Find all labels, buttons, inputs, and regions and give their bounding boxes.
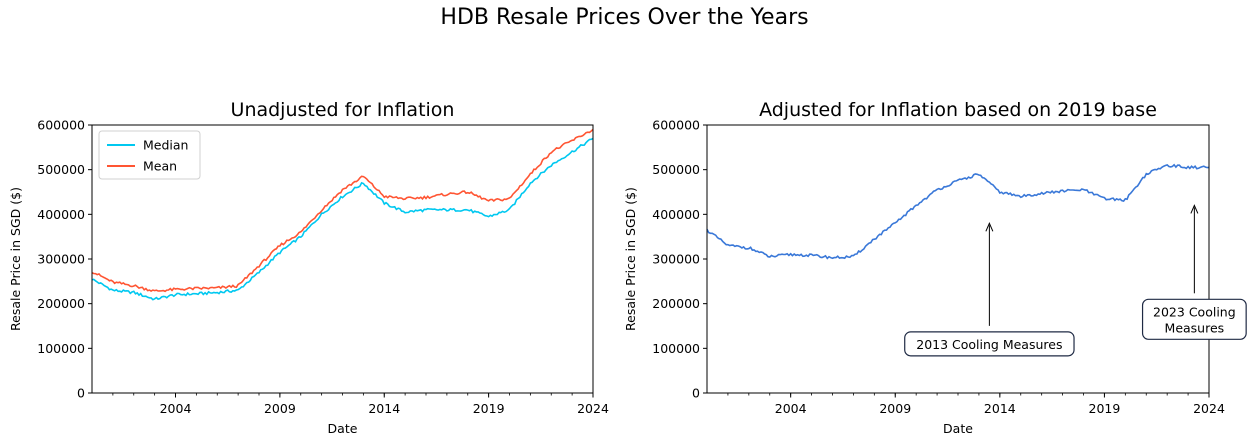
- x-tick-label: 2014: [368, 401, 400, 416]
- y-tick-label: 200000: [652, 296, 700, 311]
- series-line-1: [706, 163, 1210, 260]
- subplot-title: Adjusted for Inflation based on 2019 bas…: [759, 99, 1157, 121]
- y-tick-label: 0: [77, 386, 85, 401]
- annotation-box: [904, 331, 1075, 357]
- y-tick-label: 600000: [37, 118, 85, 133]
- legend-label: Median: [143, 138, 188, 153]
- annotation-text: 2023 Cooling: [1153, 304, 1236, 319]
- series-line-mean: [91, 128, 594, 293]
- chart-unadjusted: Unadjusted for Inflation 0 100000 200000 300…: [8, 99, 609, 436]
- annotation-text: Measures: [1165, 320, 1225, 335]
- y-tick-label: 100000: [37, 341, 85, 356]
- y-tick-label: 100000: [652, 341, 700, 356]
- y-tick-label: 0: [692, 386, 700, 401]
- x-tick-label: 2024: [577, 401, 609, 416]
- x-tick-label: 2019: [1089, 401, 1121, 416]
- y-tick-label: 400000: [37, 207, 85, 222]
- legend: Median Mean: [98, 130, 201, 180]
- series-line-median: [91, 137, 594, 301]
- legend-label: Mean: [143, 159, 177, 174]
- x-tick-label: 2004: [775, 401, 807, 416]
- x-axis-label: Date: [943, 421, 973, 436]
- y-tick-label: 200000: [37, 296, 85, 311]
- annotation-text: 2013 Cooling Measures: [916, 337, 1062, 352]
- annotation-1: 2013 Cooling Measures: [904, 222, 1075, 357]
- y-axis-label: Resale Price in SGD ($): [8, 187, 23, 331]
- x-tick-label: 2009: [264, 401, 296, 416]
- y-tick-label: 300000: [652, 252, 700, 267]
- x-tick-label: 2014: [984, 401, 1016, 416]
- figure-title: HDB Resale Prices Over the Years: [440, 5, 809, 30]
- y-tick-label: 600000: [652, 118, 700, 133]
- y-axis-label: Resale Price in SGD ($): [623, 187, 638, 331]
- annotation-arrowhead: [1190, 204, 1199, 214]
- y-tick-label: 500000: [652, 162, 700, 177]
- subplot-title: Unadjusted for Inflation: [231, 99, 455, 121]
- x-axis-label: Date: [328, 421, 358, 436]
- x-tick-label: 2004: [160, 401, 192, 416]
- x-tick-label: 2019: [473, 401, 505, 416]
- annotation-box: [1141, 298, 1247, 340]
- annotation-arrowhead: [985, 222, 994, 232]
- y-tick-label: 300000: [37, 252, 85, 267]
- x-tick-label: 2009: [879, 401, 911, 416]
- y-tick-label: 500000: [37, 162, 85, 177]
- y-tick-label: 400000: [652, 207, 700, 222]
- chart-adjusted: Adjusted for Inflation based on 2019 bas…: [623, 99, 1247, 436]
- x-tick-label: 2024: [1193, 401, 1225, 416]
